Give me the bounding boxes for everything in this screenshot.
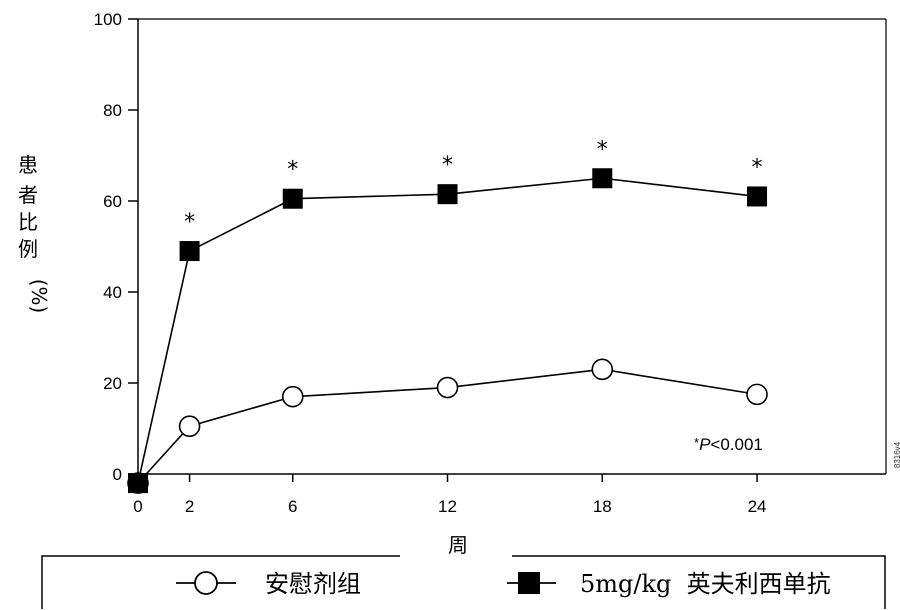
data-point-infliximab <box>747 186 768 207</box>
significance-star: * <box>442 153 453 178</box>
legend-frame <box>41 555 886 609</box>
data-point-infliximab <box>179 241 200 262</box>
data-point-placebo <box>591 358 614 381</box>
x-tick-label: 0 <box>133 497 142 516</box>
significance-star: * <box>597 137 608 162</box>
y-ticks: 0 20 40 60 80 100 <box>94 10 138 484</box>
data-point-placebo <box>436 376 459 399</box>
legend-marker-placebo <box>194 571 218 595</box>
series-line-placebo <box>137 368 758 484</box>
figure-code: 8316v4 <box>893 441 900 468</box>
y-tick-label: 80 <box>103 101 122 120</box>
p-note-p: P <box>699 435 711 454</box>
x-tick-label: 18 <box>593 497 612 516</box>
legend-label-infliximab: 5mg/kg 英夫利西单抗 <box>580 570 831 598</box>
axes <box>137 18 887 475</box>
data-point-infliximab <box>128 473 148 494</box>
y-label-char: 例 <box>18 237 38 261</box>
data-point-infliximab <box>592 168 613 189</box>
data-point-placebo <box>178 415 201 438</box>
significance-star: * <box>184 210 195 235</box>
y-tick-label: 40 <box>103 283 122 302</box>
p-note-star: * <box>694 435 699 450</box>
p-value-note: *P<0.001 <box>694 435 763 454</box>
data-point-infliximab <box>437 184 458 205</box>
legend-label-placebo: 安慰剂组 <box>265 570 361 598</box>
y-tick-label: 100 <box>94 10 122 29</box>
series-layer <box>127 168 768 494</box>
y-label-char: 患 <box>18 153 38 177</box>
x-axis-label: 周 <box>448 533 468 557</box>
y-label-char: 者 <box>18 183 38 207</box>
x-tick-label: 6 <box>288 497 297 516</box>
y-label-percent: (%) <box>27 279 51 314</box>
significance-star: * <box>287 158 298 183</box>
data-point-infliximab <box>282 188 303 209</box>
legend: 安慰剂组 5mg/kg 英夫利西单抗 <box>41 555 886 609</box>
data-point-placebo <box>746 383 768 406</box>
y-tick-label: 0 <box>113 465 122 484</box>
p-note-rest: <0.001 <box>710 435 762 454</box>
x-tick-label: 12 <box>438 497 457 516</box>
data-point-placebo <box>281 385 304 408</box>
y-tick-label: 60 <box>103 192 122 211</box>
series-line-infliximab <box>137 177 758 484</box>
y-label-char: 比 <box>18 210 38 234</box>
x-tick-label: 24 <box>748 497 767 516</box>
x-tick-label: 2 <box>185 497 194 516</box>
legend-marker-infliximab <box>518 572 540 594</box>
x-ticks: 0 2 6 12 18 24 <box>133 474 766 516</box>
significance-stars: * * * * * <box>184 137 762 235</box>
y-tick-label: 20 <box>103 374 122 393</box>
significance-star: * <box>752 155 763 180</box>
